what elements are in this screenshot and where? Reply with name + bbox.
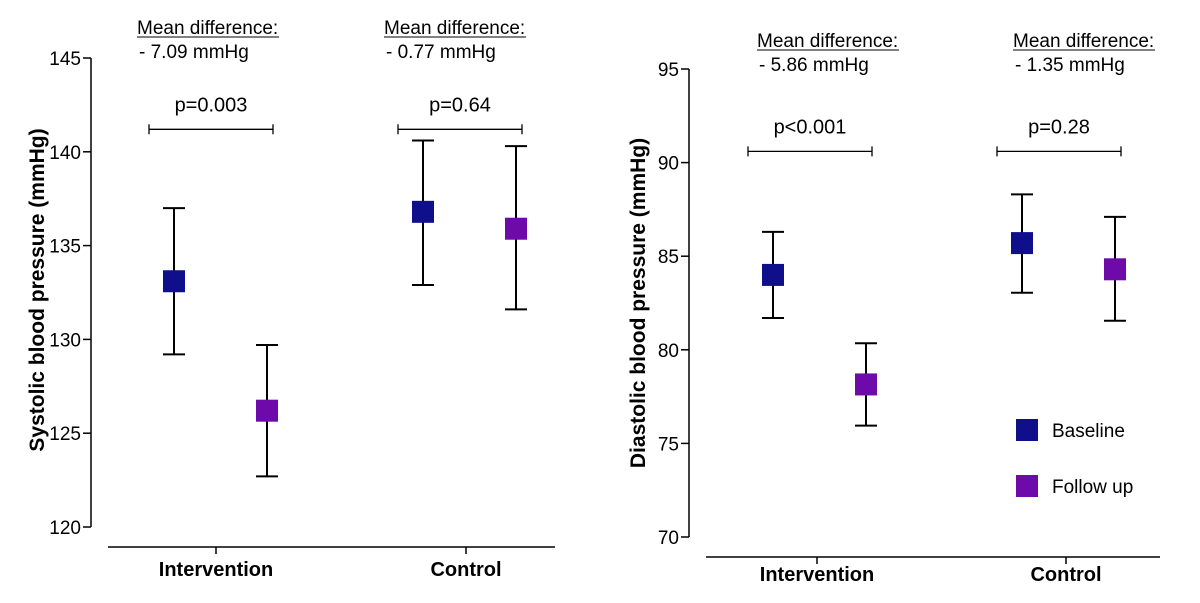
- y-tick-label: 90: [658, 154, 679, 175]
- marker-follow-up-intervention: [855, 373, 877, 396]
- marker-baseline-intervention: [163, 270, 185, 293]
- legend-label-follow-up: Follow up: [1052, 477, 1133, 498]
- mean-difference-heading: Mean difference:: [384, 18, 525, 39]
- y-axis-title-1: Systolic blood pressure (mmHg): [26, 128, 49, 451]
- category-label-intervention: Intervention: [159, 559, 273, 581]
- legend-swatch-baseline: [1016, 419, 1038, 441]
- pvalue-label: p<0.001: [774, 116, 847, 138]
- legend-label-baseline: Baseline: [1052, 421, 1125, 442]
- y-tick-label: 135: [49, 237, 81, 258]
- mean-difference-value: - 0.77 mmHg: [386, 42, 496, 63]
- category-label-control: Control: [430, 559, 501, 581]
- y-tick-label: 95: [658, 60, 679, 81]
- y-tick-label: 145: [49, 49, 81, 70]
- marker-follow-up-control: [505, 217, 527, 240]
- marker-baseline-control: [412, 200, 434, 223]
- y-tick-label: 80: [658, 341, 679, 362]
- marker-follow-up-intervention: [256, 399, 278, 422]
- y-tick-label: 70: [658, 528, 679, 549]
- y-tick-label: 75: [658, 434, 679, 455]
- pvalue-label: p=0.003: [175, 94, 248, 116]
- y-tick-label: 125: [49, 424, 81, 445]
- pvalue-label: p=0.64: [429, 94, 491, 116]
- mean-difference-heading: Mean difference:: [137, 18, 278, 39]
- category-label-intervention: Intervention: [760, 564, 874, 586]
- pvalue-label: p=0.28: [1028, 116, 1090, 138]
- category-label-control: Control: [1030, 564, 1101, 586]
- mean-difference-heading: Mean difference:: [757, 31, 898, 52]
- mean-difference-value: - 5.86 mmHg: [759, 55, 869, 76]
- marker-follow-up-control: [1104, 258, 1126, 281]
- y-tick-label: 140: [49, 143, 81, 164]
- y-tick-label: 85: [658, 247, 679, 268]
- legend-swatch-follow-up: [1016, 475, 1038, 497]
- mean-difference-heading: Mean difference:: [1013, 31, 1154, 52]
- marker-baseline-control: [1011, 232, 1033, 255]
- marker-baseline-intervention: [762, 263, 784, 286]
- y-tick-label: 120: [49, 518, 81, 539]
- mean-difference-value: - 1.35 mmHg: [1015, 55, 1125, 76]
- y-tick-label: 130: [49, 330, 81, 351]
- y-axis-title-2: Diastolic blood pressure (mmHg): [627, 138, 650, 468]
- mean-difference-value: - 7.09 mmHg: [139, 42, 249, 63]
